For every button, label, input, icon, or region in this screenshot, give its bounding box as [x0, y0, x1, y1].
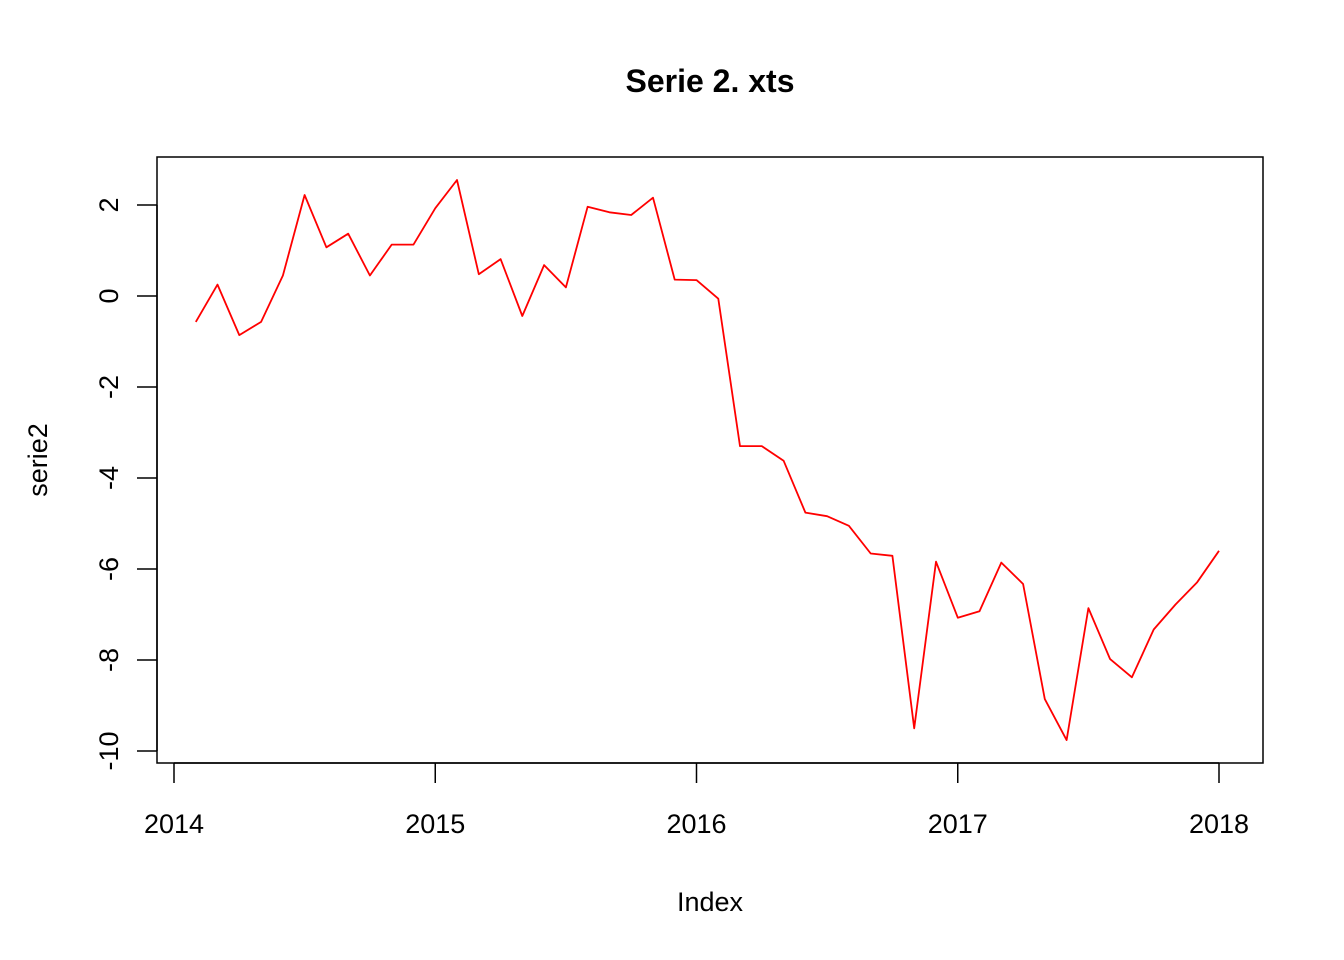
chart-title: Serie 2. xts — [626, 63, 795, 99]
y-tick-label: -2 — [94, 375, 124, 399]
y-tick-label: -6 — [94, 557, 124, 581]
y-axis: 2 0 -2 -4 -6 -8 -10 — [94, 197, 158, 771]
x-axis-label: Index — [677, 887, 744, 917]
x-tick-label: 2014 — [144, 809, 204, 839]
series-line — [195, 179, 1220, 741]
y-tick-label: -4 — [94, 466, 124, 490]
x-tick-label: 2015 — [405, 809, 465, 839]
x-tick-label: 2016 — [666, 809, 726, 839]
y-tick-label: 0 — [94, 288, 124, 303]
y-tick-label: -8 — [94, 648, 124, 672]
plot-frame — [156, 156, 1264, 764]
x-tick-label: 2018 — [1189, 809, 1249, 839]
x-tick-label: 2017 — [928, 809, 988, 839]
y-axis-label: serie2 — [23, 423, 53, 497]
x-axis: 2014 2015 2016 2017 2018 — [144, 762, 1249, 839]
y-tick-label: 2 — [94, 197, 124, 212]
y-tick-label: -10 — [94, 731, 124, 770]
series-layer — [195, 179, 1220, 741]
